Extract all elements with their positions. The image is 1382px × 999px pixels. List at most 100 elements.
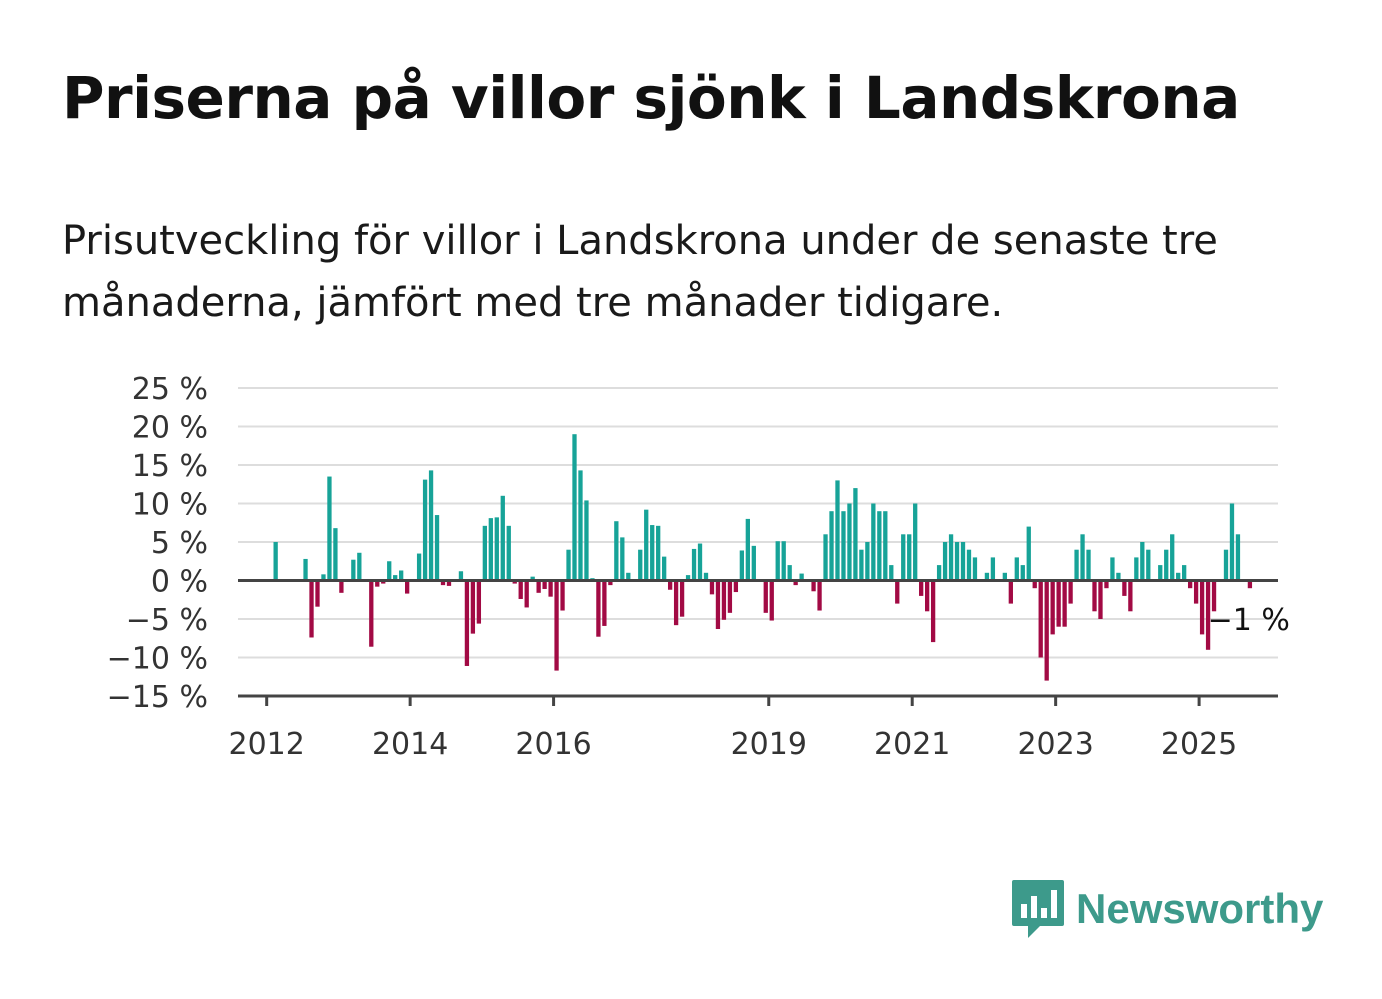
bar — [620, 537, 625, 581]
bar — [721, 580, 727, 620]
chart-subtitle: Prisutveckling för villor i Landskrona u… — [62, 218, 1218, 326]
bar — [488, 518, 493, 581]
bar — [865, 542, 870, 581]
bar — [1187, 580, 1193, 589]
bar — [727, 580, 733, 613]
bar — [787, 565, 792, 581]
bar — [470, 580, 476, 634]
x-tick-label: 2012 — [229, 727, 305, 762]
bar — [650, 525, 655, 581]
bar — [446, 580, 452, 586]
bar — [315, 580, 320, 607]
y-tick-label: 15 % — [132, 449, 208, 484]
bar — [1146, 549, 1151, 581]
bar — [381, 580, 386, 584]
bar — [339, 580, 344, 593]
bar — [769, 580, 774, 621]
bar — [416, 553, 422, 581]
bar — [847, 503, 852, 581]
x-tick-label: 2016 — [515, 727, 591, 762]
bar — [494, 517, 499, 581]
bar — [596, 580, 601, 637]
bar — [679, 580, 685, 617]
bar — [739, 550, 745, 581]
bar — [500, 495, 505, 581]
bar — [1140, 542, 1145, 581]
bar — [942, 542, 948, 581]
bar — [1080, 534, 1085, 581]
bar — [817, 580, 822, 611]
bar — [835, 480, 840, 581]
bar — [434, 515, 440, 581]
bar — [530, 576, 535, 581]
bar — [913, 503, 918, 581]
bar — [1002, 572, 1007, 581]
bar — [548, 580, 553, 597]
y-tick-label: 25 % — [132, 372, 208, 407]
bar — [907, 534, 912, 581]
bar — [811, 580, 816, 592]
bar — [656, 525, 661, 581]
bar — [703, 572, 709, 581]
bar — [936, 565, 942, 581]
bar — [422, 479, 428, 581]
bar — [626, 572, 631, 581]
bar — [691, 548, 697, 581]
bar — [1098, 580, 1103, 619]
bar — [1020, 565, 1025, 581]
y-tick-labels: 25 % 20 %15 % 10 %5 % 0 %−5 % −10 %−15 % — [107, 372, 208, 715]
bar — [327, 476, 332, 581]
y-tick-label: −10 % — [107, 642, 208, 677]
bar — [303, 558, 308, 581]
y-tick-label: 20 % — [132, 411, 208, 446]
bar — [673, 580, 679, 626]
x-tick-labels: 2012 2014 2016 2019 2021 2023 2025 — [229, 727, 1238, 762]
bar-chart-speech-bubble-icon — [1012, 880, 1064, 938]
bar — [889, 565, 894, 581]
bar — [1182, 565, 1187, 581]
bar — [602, 580, 607, 626]
bar — [1128, 580, 1133, 612]
bar — [745, 518, 750, 581]
bar — [925, 580, 930, 612]
bar — [309, 580, 314, 638]
bar — [482, 525, 487, 581]
bar — [685, 575, 691, 581]
bar — [351, 559, 356, 581]
bar — [1110, 557, 1115, 581]
bar — [512, 580, 517, 584]
bar — [440, 580, 446, 586]
bar — [476, 580, 482, 624]
bar — [1056, 580, 1061, 627]
bar — [608, 580, 613, 586]
bar — [763, 580, 768, 613]
bar — [919, 580, 924, 596]
bar — [781, 541, 786, 581]
bar — [1205, 580, 1211, 650]
bar — [560, 580, 565, 611]
bar — [369, 580, 374, 647]
bar — [1199, 580, 1205, 635]
bar — [524, 580, 529, 608]
bar — [614, 521, 619, 581]
bar — [709, 580, 715, 595]
bar — [405, 580, 410, 594]
bar — [399, 570, 404, 581]
bar — [458, 571, 464, 581]
annotation-label: −1 % — [1208, 603, 1290, 638]
bar — [1164, 549, 1169, 581]
bar — [793, 580, 798, 586]
bar — [751, 545, 756, 581]
bar — [1122, 580, 1127, 596]
bar — [775, 541, 780, 581]
x-tick-label: 2014 — [372, 727, 448, 762]
brand-name: Newsworthy — [1076, 885, 1324, 932]
bar — [859, 549, 864, 581]
x-tick-label: 2019 — [731, 727, 807, 762]
bar — [464, 580, 470, 666]
bar — [1193, 580, 1199, 604]
bar — [393, 575, 398, 581]
bar — [1176, 572, 1181, 581]
y-tick-label: 5 % — [151, 526, 208, 561]
